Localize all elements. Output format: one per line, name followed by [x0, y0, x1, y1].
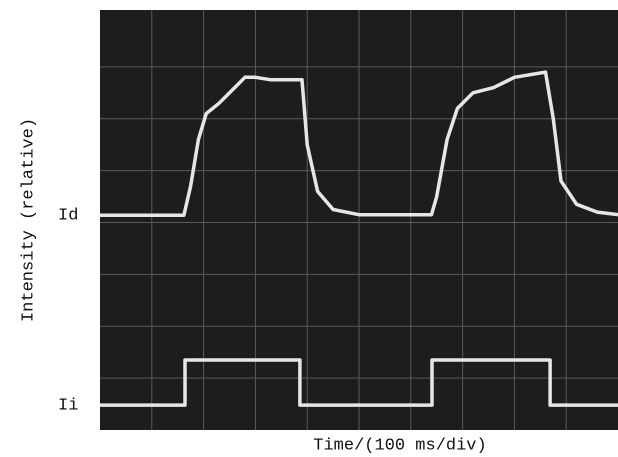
series-label: Id	[58, 207, 78, 226]
x-axis-label: Time/(100 ms/div)	[313, 436, 486, 455]
y-axis-label: Intensity (relative)	[19, 118, 38, 322]
chart: Time/(100 ms/div) Intensity (relative) I…	[0, 0, 618, 457]
series-label: Ii	[58, 397, 78, 416]
